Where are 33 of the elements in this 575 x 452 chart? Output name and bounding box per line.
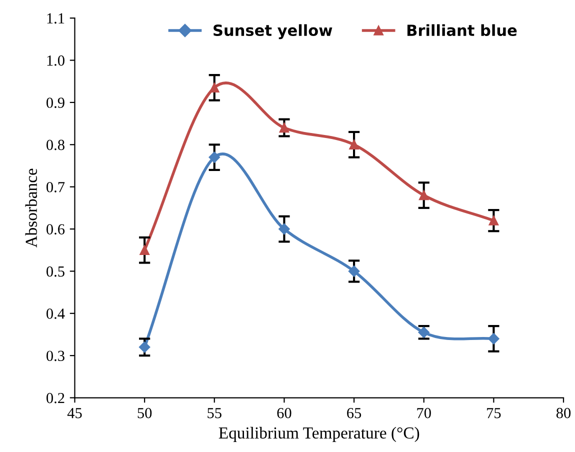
x-tick-label: 60 (277, 408, 292, 418)
point (140, 245, 150, 255)
y-tick-label: 0.5 (46, 266, 64, 277)
y-axis-title: Absorbance (25, 168, 37, 248)
x-tick-label: 50 (138, 408, 152, 418)
y-tick-label: 0.6 (46, 224, 65, 235)
y-tick-label: 0.3 (46, 350, 64, 362)
point (210, 82, 220, 93)
x-tick-label: 75 (487, 408, 501, 418)
y-tick-label: 0.8 (46, 140, 64, 150)
point (348, 266, 360, 277)
point (418, 190, 429, 200)
legend-label: Brilliant blue (407, 24, 517, 36)
point (488, 216, 499, 226)
point (279, 122, 290, 133)
x-tick-label: 45 (67, 408, 82, 418)
y-tick-label: 0.4 (46, 308, 65, 319)
legend-label: Sunset yellow (214, 24, 332, 40)
y-tick-label: 1.1 (47, 13, 64, 24)
point (488, 333, 500, 344)
y-tick-label: 0.7 (46, 182, 65, 192)
point (349, 140, 359, 150)
x-axis-title: Equilibrium Temperature (°C) (218, 426, 420, 442)
point (138, 342, 150, 353)
x-tick-label: 70 (417, 408, 431, 418)
point (278, 223, 290, 235)
y-tick-label: 1.0 (47, 55, 64, 66)
x-tick-label: 55 (208, 408, 222, 418)
x-tick-label: 65 (347, 408, 362, 418)
x-tick-label: 80 (556, 408, 571, 418)
y-tick-label: 0.9 (46, 98, 64, 108)
y-tick-label: 0.2 (46, 392, 64, 404)
point (208, 152, 220, 163)
